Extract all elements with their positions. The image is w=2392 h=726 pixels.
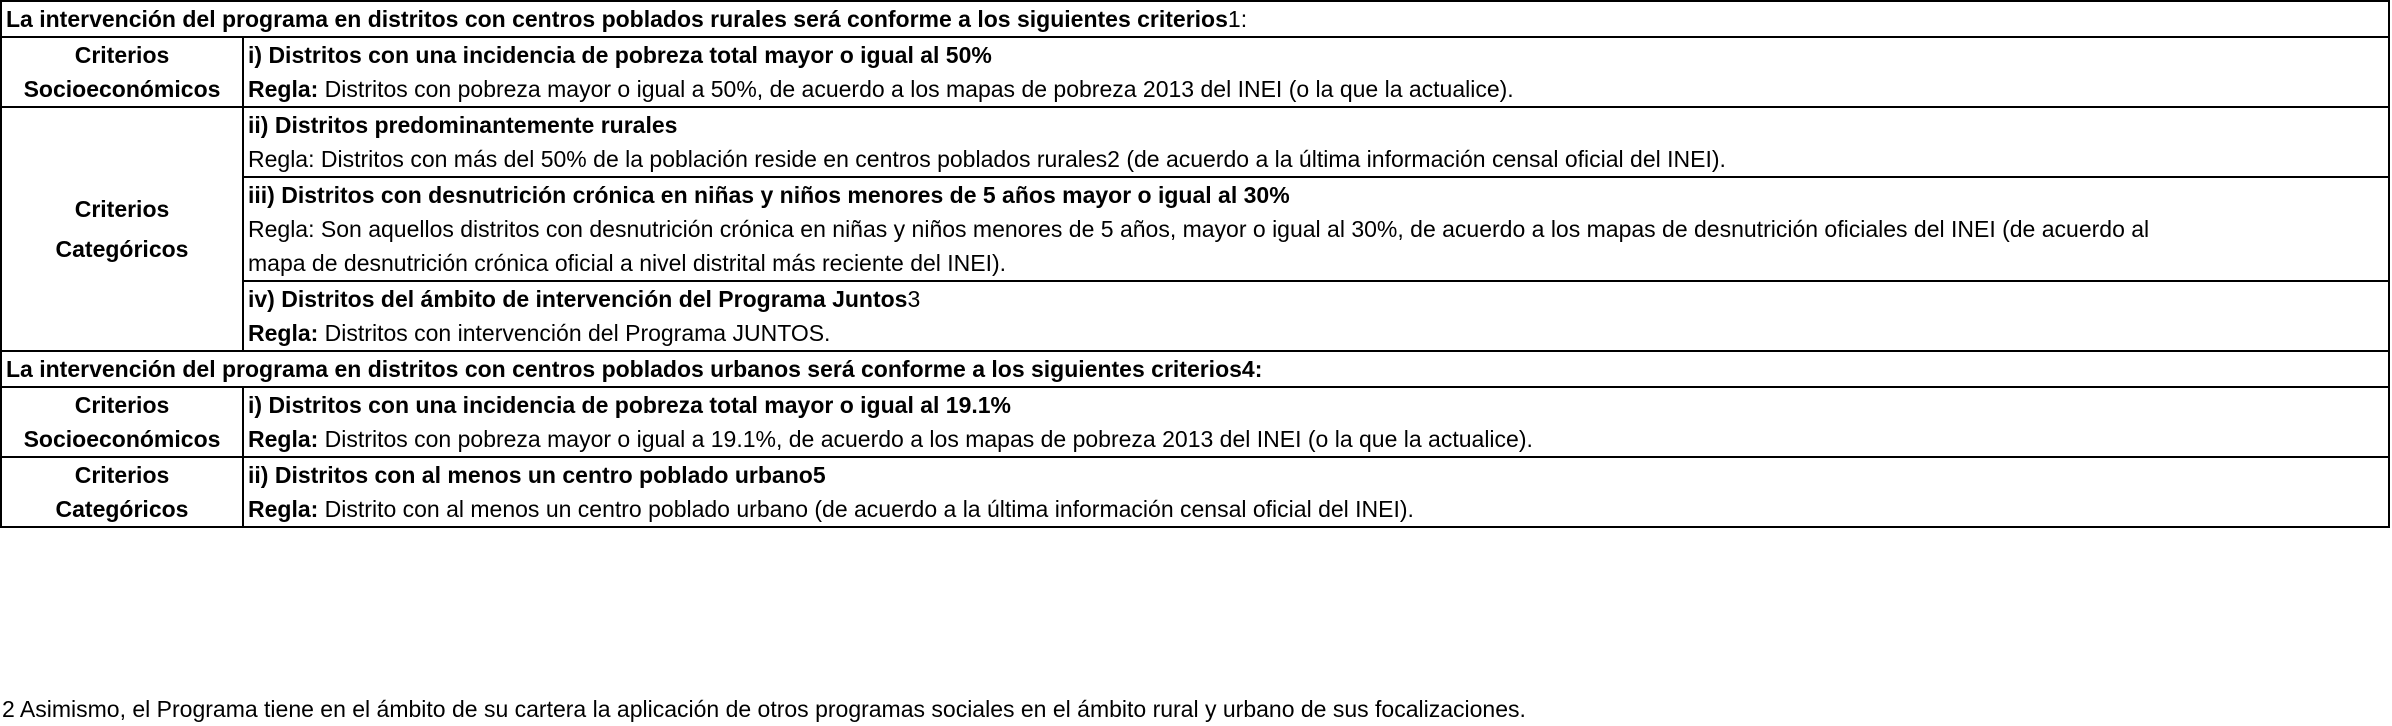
rural-header-note: 1: <box>1227 6 1248 32</box>
rural-header-row: La intervención del programa en distrito… <box>0 0 2390 38</box>
rural-criterion-ii: ii) Distritos predominantemente rurales <box>243 107 2390 142</box>
urban-socio-label: Criterios Socioeconómicos <box>0 386 244 458</box>
rural-criterion-iv: iv) Distritos del ámbito de intervención… <box>243 281 2390 316</box>
urban-socio-row-2: Regla: Distritos con pobreza mayor o igu… <box>1 422 2390 458</box>
rural-rule-i: Regla: Distritos con pobreza mayor o igu… <box>243 72 2390 108</box>
rural-socio-label: Criterios Socioeconómicos <box>0 37 244 108</box>
rural-cat-row-7: Regla: Distritos con intervención del Pr… <box>1 316 2390 352</box>
rural-rule-i-label: Regla: <box>248 76 319 102</box>
rural-cat-row-4: Regla: Son aquellos distritos con desnut… <box>1 212 2390 246</box>
urban-rule-ii-label: Regla: <box>248 496 319 522</box>
rural-cat-label-1: Criterios <box>74 196 170 222</box>
urban-criterion-i: i) Distritos con una incidencia de pobre… <box>243 386 2390 422</box>
urban-socio-label-1: Criterios <box>74 392 170 418</box>
rural-socio-label-1: Criterios <box>74 42 170 68</box>
urban-rule-i-label: Regla: <box>248 426 319 452</box>
criteria-table: La intervención del programa en distrito… <box>0 0 2390 528</box>
rural-cat-row-3: iii) Distritos con desnutrición crónica … <box>1 177 2390 212</box>
urban-cat-label-1: Criterios <box>74 462 170 488</box>
rural-rule-iv: Regla: Distritos con intervención del Pr… <box>243 316 2390 352</box>
urban-socio-label-2: Socioeconómicos <box>23 426 221 452</box>
urban-cat-label-2: Categóricos <box>55 496 189 522</box>
rural-socio-row-2: Regla: Distritos con pobreza mayor o igu… <box>1 72 2390 108</box>
rural-cat-row-6: iv) Distritos del ámbito de intervención… <box>1 281 2390 316</box>
rural-criterion-i: i) Distritos con una incidencia de pobre… <box>243 37 2390 72</box>
urban-cat-label: Criterios Categóricos <box>0 457 244 528</box>
rural-rule-iii-line-2: mapa de desnutrición crónica oficial a n… <box>243 246 2390 282</box>
rural-rule-iv-text: Distritos con intervención del Programa … <box>318 320 831 346</box>
urban-rule-ii: Regla: Distrito con al menos un centro p… <box>243 492 2390 528</box>
urban-cat-row-2: Regla: Distrito con al menos un centro p… <box>1 492 2390 528</box>
rural-header-text: La intervención del programa en distrito… <box>6 6 1228 32</box>
rural-cat-row-5: mapa de desnutrición crónica oficial a n… <box>1 246 2390 282</box>
rural-socio-label-2: Socioeconómicos <box>23 76 221 102</box>
urban-rule-ii-text: Distrito con al menos un centro poblado … <box>318 496 1414 522</box>
rural-cat-row-1: Criterios Categóricos ii) Distritos pred… <box>0 107 2390 352</box>
footnote: 2 Asimismo, el Programa tiene en el ámbi… <box>2 696 1526 722</box>
rural-cat-label-2: Categóricos <box>55 236 189 262</box>
urban-header-text: La intervención del programa en distrito… <box>6 356 1242 382</box>
urban-socio-row-1: Criterios Socioeconómicos i) Distritos c… <box>0 386 2390 458</box>
urban-criterion-ii: ii) Distritos con al menos un centro pob… <box>243 457 2390 492</box>
urban-header: La intervención del programa en distrito… <box>0 351 2390 388</box>
rural-rule-ii: Regla: Distritos con más del 50% de la p… <box>243 142 2390 178</box>
urban-rule-i: Regla: Distritos con pobreza mayor o igu… <box>243 422 2390 458</box>
rural-socio-row-1: Criterios Socioeconómicos i) Distritos c… <box>0 37 2390 108</box>
rural-rule-iv-label: Regla: <box>248 320 319 346</box>
rural-cat-row-2: Regla: Distritos con más del 50% de la p… <box>1 142 2390 178</box>
rural-criterion-iii: iii) Distritos con desnutrición crónica … <box>243 177 2390 212</box>
urban-header-note: 4: <box>1241 356 1263 382</box>
rural-criterion-iv-note: 3 <box>907 286 921 312</box>
rural-criterion-iv-text: iv) Distritos del ámbito de intervención… <box>248 286 908 312</box>
rural-rule-iii-line-1: Regla: Son aquellos distritos con desnut… <box>243 212 2390 246</box>
rural-header: La intervención del programa en distrito… <box>0 0 2390 38</box>
urban-rule-i-text: Distritos con pobreza mayor o igual a 19… <box>318 426 1533 452</box>
rural-cat-label: Criterios Categóricos <box>0 107 244 352</box>
urban-cat-row-1: Criterios Categóricos ii) Distritos con … <box>0 457 2390 528</box>
rural-rule-i-text: Distritos con pobreza mayor o igual a 50… <box>318 76 1514 102</box>
urban-header-row: La intervención del programa en distrito… <box>0 351 2390 388</box>
